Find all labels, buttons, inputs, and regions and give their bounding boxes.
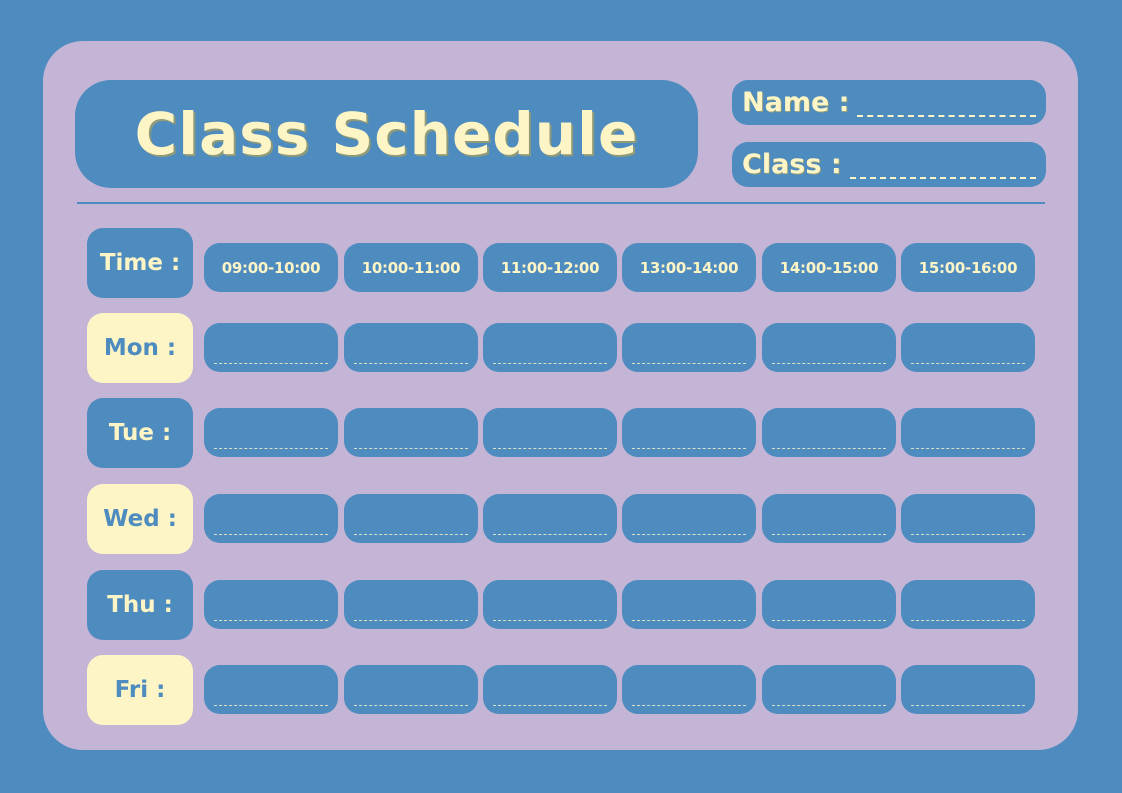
- schedule-cell[interactable]: [483, 323, 617, 372]
- write-line: [214, 620, 328, 621]
- write-line: [911, 448, 1025, 449]
- schedule-cell[interactable]: [483, 408, 617, 457]
- title-banner: Class Schedule: [75, 80, 698, 188]
- name-label: Name :: [742, 87, 850, 118]
- time-slot-header: 11:00-12:00: [483, 243, 617, 292]
- schedule-cell[interactable]: [901, 494, 1035, 543]
- write-line: [493, 534, 607, 535]
- day-label: Tue :: [87, 398, 193, 468]
- schedule-cell[interactable]: [762, 494, 896, 543]
- time-label: Time :: [87, 228, 193, 298]
- write-line: [214, 534, 328, 535]
- day-label: Mon :: [87, 313, 193, 383]
- write-line: [493, 620, 607, 621]
- page-title: Class Schedule: [134, 100, 639, 168]
- time-slot-header: 10:00-11:00: [344, 243, 478, 292]
- write-line: [772, 534, 886, 535]
- schedule-cell[interactable]: [762, 408, 896, 457]
- write-line: [632, 363, 746, 364]
- schedule-cell[interactable]: [762, 580, 896, 629]
- schedule-cell[interactable]: [344, 580, 478, 629]
- schedule-cell[interactable]: [622, 580, 756, 629]
- write-line: [493, 705, 607, 706]
- schedule-cell[interactable]: [204, 408, 338, 457]
- schedule-cell[interactable]: [204, 494, 338, 543]
- schedule-cell[interactable]: [622, 323, 756, 372]
- schedule-cell[interactable]: [901, 665, 1035, 714]
- write-line: [214, 363, 328, 364]
- schedule-cell[interactable]: [344, 323, 478, 372]
- schedule-cell[interactable]: [901, 580, 1035, 629]
- schedule-cell[interactable]: [483, 494, 617, 543]
- write-line: [911, 705, 1025, 706]
- write-line: [911, 620, 1025, 621]
- write-line: [911, 363, 1025, 364]
- write-line: [354, 620, 468, 621]
- schedule-cell[interactable]: [344, 408, 478, 457]
- write-line: [493, 363, 607, 364]
- divider: [77, 202, 1045, 204]
- class-field[interactable]: Class :: [732, 142, 1046, 187]
- write-line: [493, 448, 607, 449]
- write-line: [354, 705, 468, 706]
- write-line: [354, 363, 468, 364]
- time-slot-header: 14:00-15:00: [762, 243, 896, 292]
- schedule-cell[interactable]: [204, 323, 338, 372]
- class-label: Class :: [742, 149, 842, 180]
- time-slot-header: 15:00-16:00: [901, 243, 1035, 292]
- time-slot-header: 13:00-14:00: [622, 243, 756, 292]
- write-line: [772, 363, 886, 364]
- schedule-cell[interactable]: [901, 408, 1035, 457]
- write-line: [214, 705, 328, 706]
- schedule-cell[interactable]: [204, 580, 338, 629]
- write-line: [772, 620, 886, 621]
- write-line: [772, 448, 886, 449]
- class-input-line[interactable]: [849, 177, 1036, 179]
- write-line: [632, 620, 746, 621]
- day-label: Thu :: [87, 570, 193, 640]
- name-field[interactable]: Name :: [732, 80, 1046, 125]
- schedule-cell[interactable]: [483, 580, 617, 629]
- schedule-cell[interactable]: [762, 665, 896, 714]
- write-line: [632, 534, 746, 535]
- schedule-cell[interactable]: [622, 408, 756, 457]
- schedule-cell[interactable]: [204, 665, 338, 714]
- time-slot-header: 09:00-10:00: [204, 243, 338, 292]
- write-line: [354, 534, 468, 535]
- write-line: [772, 705, 886, 706]
- schedule-cell[interactable]: [622, 494, 756, 543]
- name-input-line[interactable]: [857, 115, 1036, 117]
- schedule-cell[interactable]: [762, 323, 896, 372]
- write-line: [214, 448, 328, 449]
- write-line: [911, 534, 1025, 535]
- schedule-cell[interactable]: [344, 665, 478, 714]
- schedule-cell[interactable]: [483, 665, 617, 714]
- schedule-cell[interactable]: [901, 323, 1035, 372]
- day-label: Wed :: [87, 484, 193, 554]
- schedule-cell[interactable]: [622, 665, 756, 714]
- write-line: [632, 448, 746, 449]
- day-label: Fri :: [87, 655, 193, 725]
- write-line: [354, 448, 468, 449]
- schedule-cell[interactable]: [344, 494, 478, 543]
- write-line: [632, 705, 746, 706]
